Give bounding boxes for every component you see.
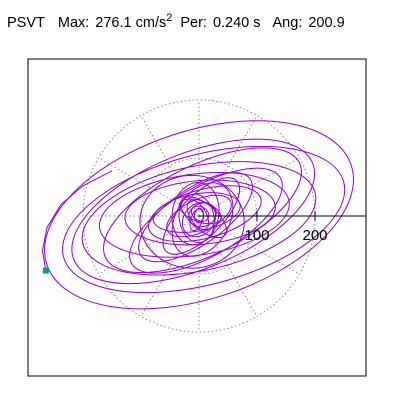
orbit-loop-19 [178,198,222,225]
grid-spoke-5 [98,157,200,217]
grid-spoke-4 [140,115,200,217]
chart-title: PSVT [7,15,45,31]
grid-spoke-8 [140,215,200,317]
chart-title-bar: PSVT Max: 276.1 cm/s2 Per: 0.240 s Ang: 200.9 [7,12,345,35]
orbit-loop-18 [178,193,215,243]
angle-label: Ang: [272,15,303,31]
orbit-loop-3 [71,138,316,285]
plot-frame [27,58,367,377]
grid-spoke-7 [98,215,200,275]
axis-group: 100 200 [199,211,366,244]
orbit-loop-24 [190,205,210,222]
orbit-loop-22 [188,202,217,228]
max-label: Max: [57,15,90,31]
orbit-loop-15 [166,194,232,238]
grid-spoke-11 [198,215,300,275]
max-unit-superscript: 2 [166,12,173,24]
grid-spoke-10 [198,215,258,317]
orbit-trace-group [41,120,354,310]
max-value: 276.1 cm/s [95,15,167,31]
period-label: Per: [180,15,207,31]
grid-spoke-1 [198,157,300,217]
orbit-loop-4 [81,161,317,276]
orbit-loop-1 [44,120,354,310]
period-value: 0.240 s [212,15,261,31]
orbit-loop-9 [138,172,253,263]
radial-tick-label-200: 200 [302,227,327,244]
orbit-loop-7 [129,167,283,274]
grid-spoke-2 [198,115,258,217]
max-point-marker [42,267,49,274]
orbit-tail [41,170,113,271]
radial-tick-label-100: 100 [244,227,269,244]
marker-group [42,267,49,274]
orbit-loop-11 [139,174,245,269]
angle-value: 200.9 [308,15,345,31]
orbit-loop-2 [62,145,346,294]
orbit-loop-16 [171,182,220,246]
orbit-loop-8 [124,179,276,246]
orbit-loop-12 [162,177,241,255]
